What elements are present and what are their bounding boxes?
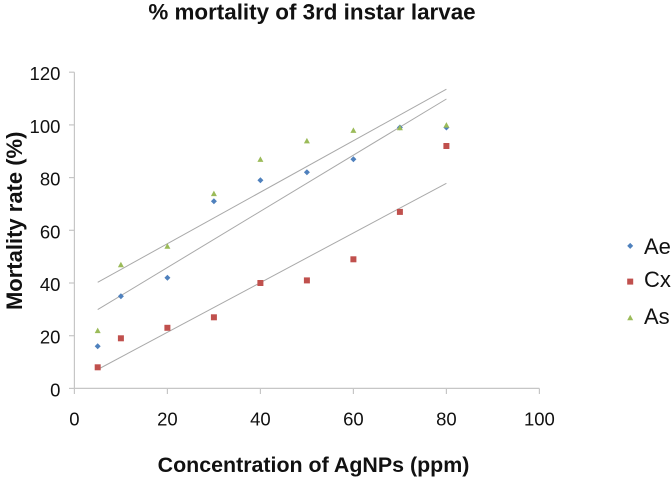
svg-text:As: As xyxy=(644,304,670,329)
svg-text:100: 100 xyxy=(30,116,61,137)
svg-text:40: 40 xyxy=(250,408,271,429)
svg-text:60: 60 xyxy=(343,408,364,429)
svg-text:20: 20 xyxy=(40,327,61,348)
svg-text:60: 60 xyxy=(40,221,61,242)
svg-text:80: 80 xyxy=(40,169,61,190)
svg-text:20: 20 xyxy=(157,408,178,429)
svg-text:100: 100 xyxy=(524,408,555,429)
svg-text:0: 0 xyxy=(50,379,60,400)
svg-text:Mortality rate (%): Mortality rate (%) xyxy=(2,132,27,310)
svg-text:40: 40 xyxy=(40,274,61,295)
svg-text:120: 120 xyxy=(30,63,61,84)
svg-text:80: 80 xyxy=(436,408,457,429)
svg-text:Ae: Ae xyxy=(644,234,671,259)
svg-text:% mortality of 3rd instar larv: % mortality of 3rd instar larvae xyxy=(148,0,475,25)
svg-text:Cx: Cx xyxy=(644,267,671,292)
svg-text:0: 0 xyxy=(69,408,79,429)
svg-text:Concentration of AgNPs (ppm): Concentration of AgNPs (ppm) xyxy=(158,453,470,477)
